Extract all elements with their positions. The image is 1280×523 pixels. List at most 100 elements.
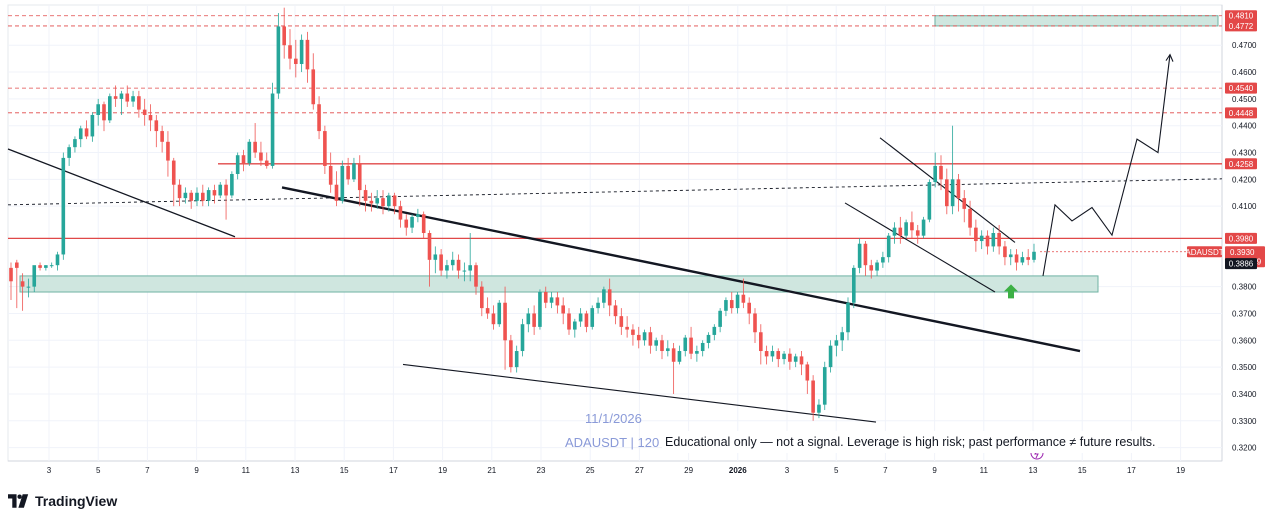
candle-body	[212, 190, 217, 196]
x-tick-label: 2026	[729, 466, 747, 475]
candle-body	[793, 356, 798, 362]
candle-body	[549, 297, 554, 303]
candle-body	[991, 233, 996, 247]
main-descending-trendline	[281, 186, 1081, 353]
x-tick-label: 13	[291, 466, 300, 475]
candle-body	[195, 192, 199, 201]
candle-body	[503, 302, 507, 341]
candle-body	[119, 93, 124, 99]
price-levels	[8, 15, 1222, 240]
price-tag	[1225, 82, 1257, 94]
brand-name: TradingView	[35, 493, 118, 509]
candle-body	[189, 192, 193, 201]
candle-body	[886, 235, 891, 258]
tradingview-branding[interactable]: TradingView	[8, 492, 117, 510]
x-tick-label: 19	[1176, 466, 1185, 475]
candle-body	[201, 192, 205, 201]
y-tick-label: 0.4400	[1232, 122, 1257, 131]
candle-body	[735, 294, 740, 309]
x-tick-label: 7	[145, 466, 150, 475]
disclaimer-note: Educational only — not a signal. Leverag…	[662, 431, 1159, 453]
candle-body	[875, 262, 879, 271]
candle-body	[1003, 246, 1007, 258]
candle-body	[90, 114, 95, 137]
y-tick-label: 0.4200	[1232, 175, 1257, 184]
candle-body	[468, 265, 472, 271]
candle-body	[44, 265, 48, 268]
candle-body	[509, 340, 513, 368]
price-tag	[1225, 107, 1257, 119]
current-price-label: 0.3930	[1230, 248, 1255, 257]
candle-body	[985, 235, 990, 247]
candle-body	[177, 184, 182, 199]
y-tick-label: 0.3500	[1232, 363, 1257, 372]
support-zone	[19, 275, 1099, 293]
candle-body	[241, 155, 246, 164]
price-tag	[1225, 158, 1257, 170]
candle-body	[416, 214, 420, 217]
candle-body	[945, 179, 949, 207]
candle-body	[276, 26, 281, 94]
candle-body	[259, 152, 263, 161]
candle-body	[933, 165, 937, 183]
candle-body	[863, 243, 868, 266]
up-arrow-icon	[1004, 284, 1018, 299]
candle-body	[573, 321, 577, 330]
candle-body	[846, 302, 850, 333]
x-tick-label: 17	[1127, 466, 1136, 475]
candle-body	[753, 313, 757, 333]
symbol-tag	[1187, 246, 1222, 258]
candle-body	[596, 302, 600, 309]
candle-body	[921, 219, 926, 236]
candle-body	[491, 313, 496, 325]
candle-body	[729, 300, 734, 309]
y-tick-label: 0.4300	[1232, 149, 1257, 158]
candle-body	[497, 302, 502, 325]
candle-body	[480, 286, 484, 309]
candle-body	[631, 329, 635, 335]
candle-body	[997, 233, 1001, 247]
candle-body	[26, 286, 31, 288]
candle-body	[834, 340, 839, 346]
candle-body	[869, 265, 874, 271]
candle-body	[247, 141, 252, 164]
candle-body	[387, 195, 391, 207]
candle-body	[642, 332, 647, 341]
candle-body	[561, 305, 565, 314]
price-tag-label: 0.4540	[1229, 84, 1254, 93]
x-tick-label: 27	[635, 466, 644, 475]
candle-body	[695, 351, 699, 354]
candle-body	[340, 165, 345, 201]
candle-body	[264, 160, 269, 166]
candle-body	[398, 206, 403, 220]
candle-body	[433, 254, 438, 260]
plot-frame	[7, 4, 1223, 462]
candle-body	[852, 267, 856, 303]
candle-body	[166, 141, 170, 161]
candle-body	[543, 292, 548, 303]
y-tick-label: 0.3800	[1232, 283, 1257, 292]
candle-body	[282, 26, 286, 46]
candle-body	[939, 165, 943, 180]
x-tick-label: 3	[47, 466, 52, 475]
candle-body	[607, 289, 612, 306]
zones	[19, 15, 1219, 293]
candle-body	[84, 128, 89, 137]
candle-body	[323, 131, 327, 166]
candle-body	[148, 114, 153, 121]
candle-body	[462, 270, 467, 272]
candle-body	[32, 265, 37, 287]
x-tick-label: 25	[586, 466, 595, 475]
candle-body	[328, 165, 333, 185]
y-tick-label: 0.3200	[1232, 444, 1257, 453]
x-tick-label: 5	[834, 466, 839, 475]
candle-body	[724, 300, 728, 311]
x-tick-label: 9	[932, 466, 937, 475]
candle-body	[38, 265, 42, 268]
candle-body	[311, 69, 316, 105]
price-tag-label: 0.4258	[1229, 160, 1254, 169]
y-tick-label: 0.4100	[1232, 202, 1257, 211]
candle-body	[648, 332, 653, 346]
candle-body	[788, 353, 792, 362]
